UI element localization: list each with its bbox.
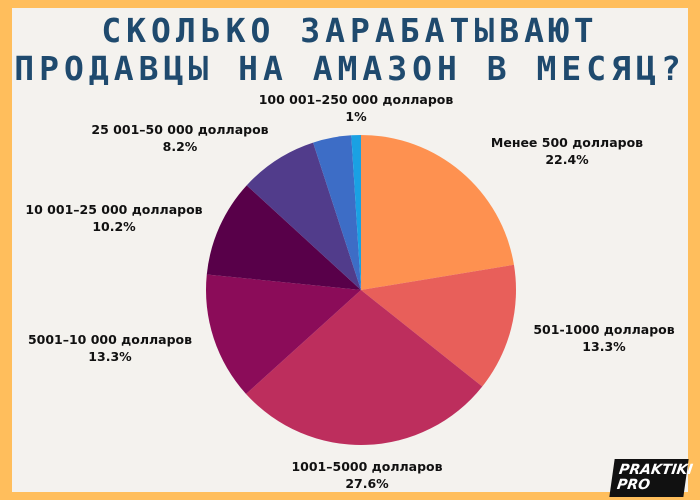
slice-label-2-value: 27.6% [345, 476, 389, 491]
slice-label-1: 501-1000 долларов 13.3% [533, 321, 674, 355]
slice-label-3-name: 5001–10 000 долларов [27, 332, 193, 347]
slice-label-2: 1001–5000 долларов 27.6% [291, 458, 442, 492]
slice-label-4-name: 10 001–25 000 долларов [25, 202, 203, 217]
slice-label-5-name: 25 001–50 000 долларов [91, 122, 269, 137]
chart-title: СКОЛЬКО ЗАРАБАТЫВАЮТ ПРОДАВЦЫ НА АМАЗОН … [12, 12, 688, 88]
slice-label-5-value: 8.2% [162, 139, 198, 154]
pie-slice-3 [205, 274, 361, 394]
pie-slice-4 [206, 185, 361, 290]
slice-label-2-name: 1001–5000 долларов [291, 459, 443, 474]
pie-chart [205, 135, 516, 446]
slice-label-6-value: 1% [345, 109, 367, 124]
pie-slice-0 [361, 135, 514, 290]
pie-slice-1 [361, 264, 516, 387]
slice-label-0: Менее 500 долларов 22.4% [491, 134, 643, 168]
slice-label-3: 5001–10 000 долларов 13.3% [28, 331, 192, 365]
pie-slice-5 [246, 142, 361, 290]
chart-card: СКОЛЬКО ЗАРАБАТЫВАЮТ ПРОДАВЦЫ НА АМАЗОН … [12, 8, 694, 497]
slice-label-0-value: 22.4% [545, 152, 589, 167]
slice-label-5: 25 001–50 000 долларов 8.2% [91, 121, 268, 155]
slice-label-4: 10 001–25 000 долларов 10.2% [25, 201, 202, 235]
slice-label-1-value: 13.3% [582, 339, 626, 354]
chart-title-line-2: ПРОДАВЦЫ НА АМАЗОН В МЕСЯЦ? [14, 49, 686, 88]
slice-label-4-value: 10.2% [92, 219, 136, 234]
pie-slice-unlabeled [313, 135, 361, 290]
pie-slice-2 [246, 290, 483, 446]
slice-label-1-name: 501-1000 долларов [533, 322, 675, 337]
slice-label-6: 100 001–250 000 долларов 1% [259, 91, 454, 125]
slice-label-0-name: Менее 500 долларов [490, 135, 644, 150]
chart-title-line-1: СКОЛЬКО ЗАРАБАТЫВАЮТ [101, 11, 599, 50]
slice-label-6-name: 100 001–250 000 долларов [258, 92, 454, 107]
praktiki-pro-logo[interactable]: PRAKTIKI PRO [609, 459, 694, 497]
pie-slice-6 [351, 135, 361, 290]
slice-label-3-value: 13.3% [88, 349, 132, 364]
